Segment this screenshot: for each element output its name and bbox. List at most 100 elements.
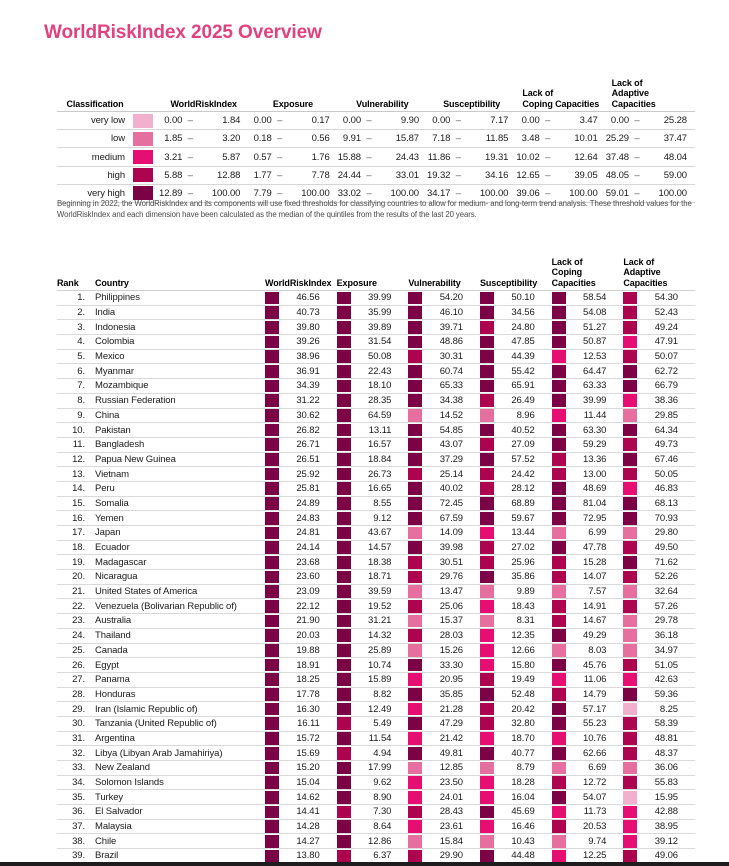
classification-swatch: [479, 849, 494, 863]
value-cell: 55.83: [654, 777, 678, 789]
range-min: 12.89: [159, 187, 183, 199]
dimension-cell: 19.49: [479, 673, 552, 687]
classification-swatch: [551, 834, 566, 848]
table-row: 3. Indonesia 39.80 39.89 39.71 24.80 51.27 49.2…: [57, 320, 695, 336]
table-row: 20. Nicaragua 23.60 18.71 29.76 35.86 14.07 52.…: [57, 570, 695, 585]
value-cell: 49.50: [654, 542, 678, 554]
classification-swatch: [623, 409, 638, 422]
value-cell: 18.10: [368, 380, 392, 392]
value-cell: 23.61: [439, 821, 463, 833]
value-cell: 40.02: [439, 483, 463, 495]
classification-swatch: [265, 702, 279, 716]
dimension-cell: 72.95: [551, 511, 624, 525]
classification-swatch: [479, 746, 494, 760]
range-max: 100.00: [569, 187, 598, 199]
dimension-cell: 60.74: [408, 364, 480, 378]
value-cell: 16.11: [297, 718, 320, 730]
dimension-cell: 14.28: [265, 820, 337, 834]
range-min: 10.02: [516, 151, 540, 163]
dimension-cell: 24.89: [265, 497, 337, 511]
value-cell: 34.56: [511, 307, 535, 319]
value-cell: 15.95: [654, 791, 678, 803]
value-cell: 55.42: [511, 365, 535, 377]
classification-swatch: [336, 629, 351, 642]
dimension-cell: 18.43: [479, 599, 552, 613]
dimension-cell: 36.18: [623, 629, 695, 643]
range-dash: –: [187, 169, 193, 181]
threshold-range: 0.00– 25.28: [606, 115, 695, 126]
dimension-cell: 35.86: [479, 570, 552, 584]
dimension-cell: 12.72: [551, 776, 624, 790]
dimension-cell: 20.03: [265, 629, 337, 643]
classification-swatch: [623, 306, 638, 319]
range-min: 1.85: [164, 133, 183, 145]
classification-swatch: [551, 453, 566, 466]
classification-swatch: [551, 526, 566, 540]
rank-cell: 33.: [72, 762, 85, 774]
value-cell: 33.30: [439, 659, 463, 671]
classification-swatch: [265, 644, 279, 657]
classification-swatch: [336, 585, 351, 598]
range-dash: –: [634, 169, 640, 181]
rank-cell: 30.: [72, 718, 85, 730]
value-cell: 14.79: [583, 688, 607, 700]
range-min: 3.48: [521, 133, 540, 145]
value-cell: 26.82: [296, 424, 320, 436]
dimension-cell: 8.55: [336, 497, 409, 511]
threshold-range: 1.85– 3.20: [159, 133, 248, 144]
value-cell: 14.52: [439, 409, 463, 421]
threshold-range: 37.48– 48.04: [606, 152, 695, 163]
classification-swatch: [551, 467, 566, 481]
dimension-cell: 24.83: [265, 511, 337, 525]
classification-swatch: [551, 849, 566, 863]
classification-swatch: [408, 482, 423, 496]
value-cell: 35.99: [368, 307, 392, 319]
country-cell: Australia: [95, 615, 132, 627]
table-row: 13. Vietnam 25.92 26.73 25.14 24.42 13.00 50.05: [57, 467, 695, 482]
classification-swatch: [265, 497, 279, 510]
value-cell: 26.71: [296, 439, 320, 451]
dimension-cell: 62.66: [551, 746, 624, 760]
dimension-cell: 32.80: [479, 717, 552, 731]
value-cell: 39.99: [368, 292, 392, 304]
classification-swatch: [551, 555, 566, 569]
classification-header-susceptibility: Susceptibility: [443, 98, 501, 109]
classification-swatch: [551, 658, 566, 672]
country-cell: Mozambique: [95, 380, 149, 392]
threshold-note: Beginning in 2022, the WorldRiskIndex an…: [57, 199, 692, 219]
value-cell: 54.08: [583, 307, 607, 319]
dimension-cell: 63.30: [551, 423, 624, 437]
classification-color-swatch: [133, 186, 153, 201]
value-cell: 25.89: [368, 644, 392, 656]
classification-swatch: [551, 673, 566, 687]
value-cell: 12.72: [583, 777, 607, 789]
rank-cell: 39.: [72, 850, 85, 862]
dimension-cell: 20.53: [551, 820, 624, 834]
rankings-table-header: Rank Country WorldRiskIndex Exposure Vul…: [57, 248, 695, 291]
classification-swatch: [623, 805, 638, 819]
dimension-cell: 16.46: [479, 820, 552, 834]
rank-cell: 2.: [77, 307, 85, 319]
dimension-cell: 29.85: [623, 409, 695, 423]
table-row: 4. Colombia 39.26 31.54 48.86 47.85 50.87 47.91: [57, 335, 695, 350]
threshold-range: 0.00– 9.90: [338, 115, 427, 126]
dimension-cell: 27.02: [479, 541, 552, 555]
classification-swatch: [623, 746, 638, 760]
classification-header-label: Classification: [66, 98, 124, 109]
classification-swatch: [623, 541, 638, 554]
classification-swatch: [336, 541, 351, 554]
country-cell: Brazil: [95, 850, 119, 862]
value-cell: 47.91: [654, 336, 678, 348]
value-cell: 63.33: [583, 380, 607, 392]
classification-swatch: [623, 820, 638, 833]
dimension-cell: 55.42: [479, 364, 552, 378]
value-cell: 15.80: [511, 659, 535, 671]
dimension-cell: 18.71: [336, 570, 409, 584]
value-cell: 14.62: [296, 791, 320, 803]
rank-cell: 14.: [72, 483, 85, 495]
classification-swatch: [336, 379, 351, 393]
dimension-cell: 29.78: [623, 614, 695, 628]
range-min: 34.17: [427, 187, 451, 199]
country-cell: Panama: [95, 674, 130, 686]
dimension-cell: 29.80: [623, 526, 695, 540]
